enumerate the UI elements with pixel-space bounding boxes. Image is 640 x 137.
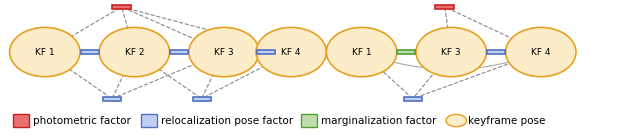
FancyBboxPatch shape xyxy=(487,50,505,54)
Text: KF 4: KF 4 xyxy=(282,48,301,57)
Text: KF 3: KF 3 xyxy=(442,48,461,57)
Ellipse shape xyxy=(10,27,80,77)
FancyBboxPatch shape xyxy=(193,97,211,101)
Ellipse shape xyxy=(256,27,326,77)
Ellipse shape xyxy=(506,27,576,77)
FancyBboxPatch shape xyxy=(170,50,188,54)
FancyBboxPatch shape xyxy=(81,50,99,54)
Text: marginalization factor: marginalization factor xyxy=(321,116,436,125)
Ellipse shape xyxy=(189,27,259,77)
FancyBboxPatch shape xyxy=(301,114,317,127)
Text: relocalization pose factor: relocalization pose factor xyxy=(161,116,293,125)
FancyBboxPatch shape xyxy=(397,50,415,54)
Text: KF 1: KF 1 xyxy=(352,48,371,57)
Ellipse shape xyxy=(446,114,467,127)
Ellipse shape xyxy=(416,27,486,77)
Text: KF 2: KF 2 xyxy=(125,48,144,57)
FancyBboxPatch shape xyxy=(257,50,275,54)
FancyBboxPatch shape xyxy=(112,5,131,9)
Text: KF 4: KF 4 xyxy=(531,48,550,57)
FancyBboxPatch shape xyxy=(141,114,157,127)
FancyBboxPatch shape xyxy=(103,97,121,101)
Text: photometric factor: photometric factor xyxy=(33,116,131,125)
Text: KF 1: KF 1 xyxy=(35,48,54,57)
FancyBboxPatch shape xyxy=(404,97,422,101)
FancyBboxPatch shape xyxy=(435,5,454,9)
Text: keyframe pose: keyframe pose xyxy=(468,116,546,125)
Ellipse shape xyxy=(99,27,170,77)
Text: KF 3: KF 3 xyxy=(214,48,234,57)
Ellipse shape xyxy=(326,27,397,77)
FancyBboxPatch shape xyxy=(13,114,29,127)
